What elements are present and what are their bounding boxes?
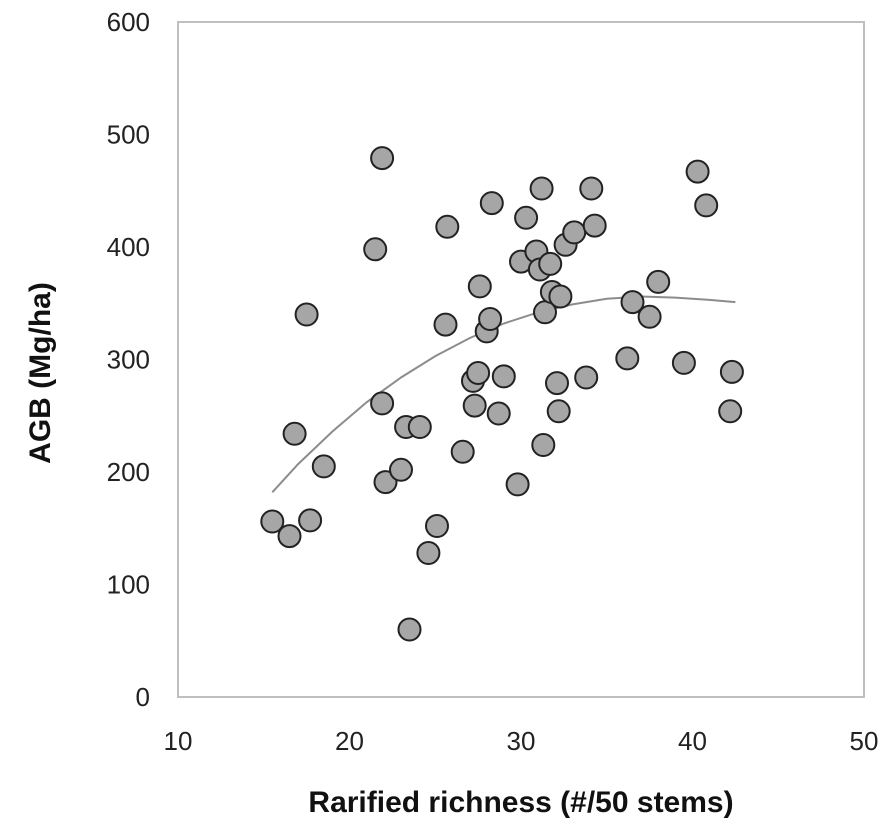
- data-point: [646, 269, 671, 294]
- y-tick-label: 100: [107, 570, 150, 600]
- data-point: [574, 365, 599, 390]
- data-point: [397, 617, 422, 642]
- data-point: [514, 205, 539, 230]
- data-point: [479, 191, 504, 216]
- data-point: [260, 509, 285, 534]
- data-point: [407, 415, 432, 439]
- data-point: [462, 393, 487, 418]
- data-point: [615, 346, 640, 371]
- data-point: [373, 470, 398, 495]
- data-point: [548, 284, 573, 309]
- x-tick-label: 20: [335, 726, 364, 756]
- data-point: [294, 302, 319, 327]
- y-tick-label: 400: [107, 232, 150, 262]
- x-tick-label: 40: [678, 726, 707, 756]
- data-point: [389, 457, 413, 482]
- y-tick-label: 500: [107, 120, 150, 150]
- plot-area-frame: [177, 21, 865, 698]
- data-point: [486, 401, 511, 426]
- data-point: [363, 237, 388, 262]
- data-point: [637, 304, 662, 329]
- data-point: [277, 524, 302, 549]
- data-point: [685, 159, 710, 184]
- x-axis-title: Rarified richness (#/50 stems): [308, 786, 733, 819]
- data-point: [694, 193, 719, 218]
- data-point: [491, 364, 516, 389]
- x-tick-label: 10: [164, 726, 193, 756]
- data-point: [435, 214, 460, 239]
- data-points: [260, 146, 744, 642]
- data-point: [579, 176, 604, 201]
- data-point: [529, 176, 554, 201]
- data-point: [531, 433, 556, 457]
- data-point: [466, 361, 491, 385]
- data-point: [671, 350, 696, 375]
- data-point: [545, 371, 569, 396]
- x-tick-labels: 10 20 30 40 50: [164, 726, 879, 756]
- y-tick-label: 200: [107, 457, 150, 487]
- data-point: [311, 454, 336, 479]
- data-point: [562, 220, 587, 245]
- y-tick-label: 600: [107, 7, 150, 37]
- data-point: [282, 421, 307, 446]
- data-point: [546, 399, 571, 424]
- data-point: [298, 508, 323, 533]
- x-tick-label: 30: [507, 726, 536, 756]
- data-point: [450, 439, 475, 464]
- data-point: [620, 290, 645, 315]
- data-point: [467, 274, 492, 299]
- x-tick-label: 50: [850, 726, 879, 756]
- data-point: [538, 251, 563, 276]
- y-axis-title: AGB (Mg/ha): [24, 282, 57, 464]
- data-point: [433, 312, 458, 337]
- data-point: [582, 213, 607, 238]
- trend-line: [271, 295, 736, 493]
- data-point: [425, 514, 449, 538]
- data-point: [505, 472, 530, 497]
- data-point: [478, 307, 503, 331]
- y-tick-label: 0: [136, 682, 150, 712]
- data-point: [416, 541, 441, 565]
- y-tick-labels: 0 100 200 300 400 500 600: [107, 7, 150, 712]
- data-point: [370, 391, 395, 416]
- y-tick-label: 300: [107, 345, 150, 375]
- data-point: [719, 359, 744, 384]
- data-point: [370, 146, 395, 171]
- data-point: [718, 399, 743, 424]
